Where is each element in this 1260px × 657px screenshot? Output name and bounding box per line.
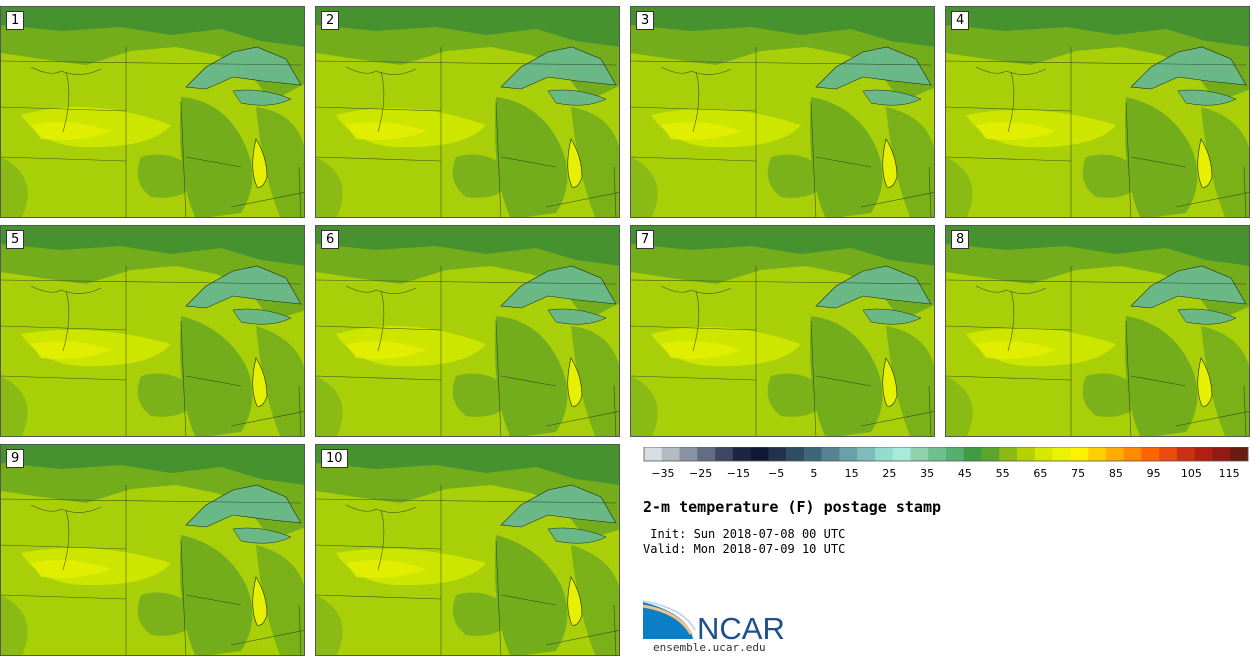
stamp-panel: 9 [0,444,305,656]
colorbar-segment [679,447,698,461]
colorbar-segment [1230,447,1249,461]
colorbar-tick-label: −15 [727,467,750,480]
colorbar-segment [1105,447,1124,461]
colorbar-segment [750,447,769,461]
colorbar-segment [715,447,734,461]
colorbar-tick-label: 115 [1219,467,1240,480]
colorbar-segment [999,447,1018,461]
colorbar-tick-label: 55 [996,467,1010,480]
member-label: 9 [6,449,25,468]
colorbar-segment [910,447,929,461]
colorbar-tick-label: 65 [1033,467,1047,480]
stamp-panel: 7 [630,225,935,437]
member-label: 3 [636,11,655,30]
member-label: 1 [6,11,25,30]
colorbar-segment [981,447,1000,461]
colorbar-segment [1141,447,1160,461]
stamp-panel: 8 [945,225,1250,437]
colorbar-segment [946,447,965,461]
member-label: 7 [636,230,655,249]
colorbar-segment [803,447,822,461]
plot-title: 2-m temperature (F) postage stamp [643,498,942,516]
colorbar-segment [839,447,858,461]
member-label: 10 [321,449,348,468]
colorbar-tick-label: 5 [810,467,817,480]
stamp-panel: 5 [0,225,305,437]
ncar-logo: NCAR [643,600,785,642]
colorbar-tick-label: −25 [689,467,712,480]
colorbar-segment [857,447,876,461]
colorbar-segment [661,447,680,461]
colorbar-tick-label: 75 [1071,467,1085,480]
colorbar-segment [786,447,805,461]
colorbar-segment [1017,447,1036,461]
member-label: 8 [951,230,970,249]
colorbar-tick-label: 85 [1109,467,1123,480]
ncar-logo-text: NCAR [697,611,785,642]
colorbar-segment [1159,447,1178,461]
colorbar-segment [874,447,894,461]
colorbar-tick-label: 95 [1147,467,1161,480]
colorbar-tick-label: 105 [1181,467,1202,480]
colorbar-segment [732,447,751,461]
valid-time: Valid: Mon 2018-07-09 10 UTC [643,542,846,556]
stamp-panel: 4 [945,6,1250,218]
colorbar-segment [1070,447,1089,461]
colorbar-segment [1052,447,1071,461]
colorbar-outline [643,447,1249,462]
member-label: 5 [6,230,25,249]
colorbar-segment [1212,447,1231,461]
colorbar-tick-label: 25 [882,467,896,480]
colorbar-segment [928,447,947,461]
colorbar-segment [1088,447,1107,461]
colorbar-segment [1194,447,1213,461]
colorbar-tick-label: 35 [920,467,934,480]
colorbar: −35 −25 −15 −5 5 15 25 35 45 55 65 75 85 95 105 115 [643,447,1249,480]
colorbar-tick-label: −5 [768,467,784,480]
colorbar-tick-label: 45 [958,467,972,480]
member-label: 6 [321,230,340,249]
colorbar-segment [892,447,911,461]
member-label: 4 [951,11,970,30]
colorbar-segment [1176,447,1196,461]
stamp-panel: 10 [315,444,620,656]
colorbar-segment [768,447,787,461]
stamp-panel: 3 [630,6,935,218]
stamp-panel: 6 [315,225,620,437]
colorbar-segment [963,447,982,461]
stamp-panel: 1 [0,6,305,218]
member-label: 2 [321,11,340,30]
colorbar-segment [644,447,663,461]
colorbar-segment [1034,447,1053,461]
colorbar-segment [1123,447,1142,461]
colorbar-tick-label: 15 [845,467,859,480]
colorbar-segment [697,447,716,461]
stamp-panel: 2 [315,6,620,218]
website-url: ensemble.ucar.edu [653,641,766,654]
init-time: Init: Sun 2018-07-08 00 UTC [643,527,846,541]
colorbar-segment [821,447,840,461]
colorbar-tick-label: −35 [651,467,674,480]
